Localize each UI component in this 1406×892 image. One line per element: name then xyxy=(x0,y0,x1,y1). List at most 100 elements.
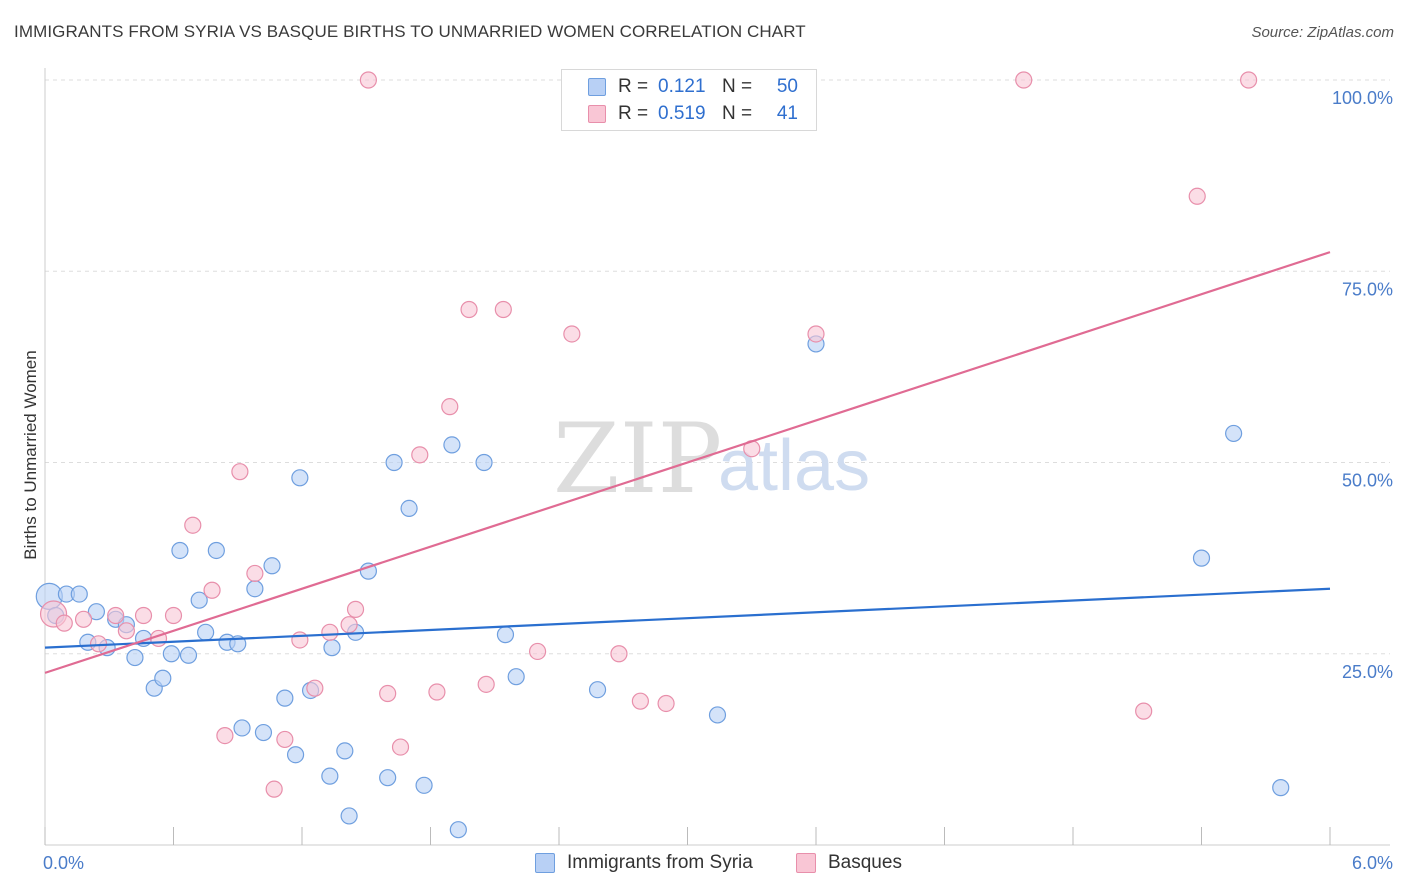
syria-point xyxy=(1272,779,1290,797)
syria-swatch-icon xyxy=(588,78,606,96)
syria-point xyxy=(379,769,397,787)
x-tick-label: 6.0% xyxy=(1352,853,1393,873)
syria-point xyxy=(207,541,225,560)
basque-point xyxy=(1015,71,1033,89)
basque-point xyxy=(306,679,324,697)
basque-point xyxy=(203,581,221,599)
syria-point xyxy=(336,742,354,760)
syria-point xyxy=(171,541,189,560)
legend-row-basques: R = 0.519 N = 41 xyxy=(588,101,798,127)
watermark: ZIP atlas xyxy=(553,403,870,515)
syria-point xyxy=(179,646,198,664)
basque-point xyxy=(379,684,397,703)
basque-point xyxy=(1188,187,1206,205)
watermark-atlas: atlas xyxy=(718,426,870,506)
syria-point xyxy=(475,453,493,472)
basque-point xyxy=(346,600,365,618)
basque-point xyxy=(164,606,183,625)
legend-label-syria: Immigrants from Syria xyxy=(567,852,753,873)
r-value: 0.121 xyxy=(658,76,706,97)
basque-point xyxy=(117,622,135,640)
x-tick-label: 0.0% xyxy=(43,853,84,873)
syria-point xyxy=(708,706,727,724)
basque-point xyxy=(391,738,410,756)
syria-point xyxy=(276,689,294,707)
y-tick-label: 75.0% xyxy=(1342,279,1393,299)
basque-trend-line xyxy=(44,251,1331,674)
syria-point xyxy=(233,719,251,737)
tick-labels: 25.0% 50.0% 75.0% 100.0% 0.0% 6.0% xyxy=(43,88,1393,873)
syria-point xyxy=(1192,549,1211,567)
syria-point xyxy=(323,639,341,657)
basque-point xyxy=(184,516,202,534)
basque-point xyxy=(494,300,512,319)
grid-lines xyxy=(45,79,1390,655)
y-tick-label: 25.0% xyxy=(1342,662,1393,682)
syria-point xyxy=(385,453,403,472)
n-label: N = xyxy=(722,103,753,124)
basque-point xyxy=(631,692,649,710)
r-value: 0.519 xyxy=(658,103,706,124)
basque-swatch-icon xyxy=(588,105,606,123)
basque-point xyxy=(428,683,446,701)
basque-point xyxy=(55,614,73,632)
n-value: 50 xyxy=(776,76,798,97)
basque-points xyxy=(39,71,1258,798)
syria-point xyxy=(162,645,180,663)
axes xyxy=(44,68,1390,846)
trend-lines xyxy=(44,251,1331,674)
basque-point xyxy=(216,727,234,745)
n-value: 41 xyxy=(776,103,798,124)
syria-point xyxy=(70,585,88,603)
syria-point xyxy=(190,591,208,609)
legend-label-basques: Basques xyxy=(828,852,902,873)
legend-item-syria[interactable]: Immigrants from Syria xyxy=(535,852,753,874)
syria-trend-line xyxy=(44,587,1331,649)
syria-point xyxy=(126,648,144,667)
syria-point xyxy=(321,767,339,785)
syria-point xyxy=(197,623,215,641)
syria-point xyxy=(359,562,377,580)
syria-points xyxy=(35,335,1290,839)
y-tick-label: 100.0% xyxy=(1332,88,1393,108)
n-label: N = xyxy=(722,76,753,97)
syria-point xyxy=(588,681,607,699)
basque-point xyxy=(610,645,628,663)
basque-point xyxy=(460,300,478,319)
syria-point xyxy=(400,499,418,517)
syria-point xyxy=(449,821,467,839)
series-legend: Immigrants from Syria Basques xyxy=(0,852,1406,878)
syria-point xyxy=(254,723,273,742)
basque-point xyxy=(291,631,309,649)
syria-point xyxy=(415,776,433,794)
syria-point xyxy=(263,557,281,575)
basque-point xyxy=(528,642,547,661)
basque-point xyxy=(441,398,459,416)
basque-point xyxy=(321,623,339,641)
syria-point xyxy=(87,603,106,621)
syria-point xyxy=(443,436,461,454)
y-tick-label: 50.0% xyxy=(1342,471,1393,491)
r-label: R = xyxy=(618,103,649,124)
source-label: Source: ZipAtlas.com xyxy=(1251,24,1394,41)
basque-point xyxy=(359,71,377,89)
basque-point xyxy=(411,446,429,464)
basque-point xyxy=(134,606,153,625)
basque-point xyxy=(563,325,581,343)
syria-point xyxy=(291,469,309,487)
syria-point xyxy=(340,807,358,825)
syria-legend-swatch-icon xyxy=(535,853,555,873)
basque-point xyxy=(74,610,93,628)
basque-point xyxy=(1135,702,1153,720)
basque-point xyxy=(807,325,825,343)
chart-title: IMMIGRANTS FROM SYRIA VS BASQUE BIRTHS T… xyxy=(14,22,806,41)
syria-point xyxy=(507,668,525,686)
legend-item-basques[interactable]: Basques xyxy=(796,852,902,874)
basque-point xyxy=(265,780,283,798)
correlation-legend: R = 0.121 N = 50 R = 0.519 N = 41 xyxy=(561,69,817,131)
basque-point xyxy=(1240,71,1258,89)
basque-point xyxy=(107,606,125,625)
basque-point xyxy=(340,616,358,634)
syria-point xyxy=(1225,424,1243,443)
